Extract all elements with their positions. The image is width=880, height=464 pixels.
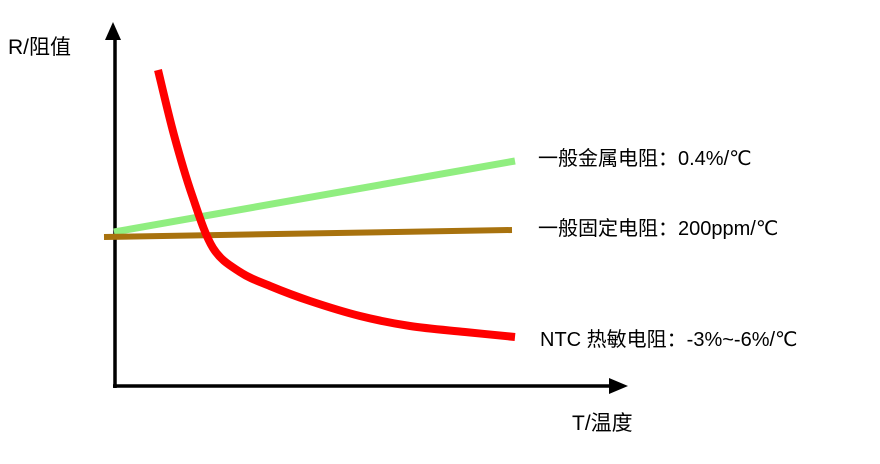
annotation-ntc-thermistor: NTC 热敏电阻：-3%~-6%/℃ (540, 329, 798, 351)
series-line-fixed-resistor (103, 227, 513, 240)
x-axis-title: T/温度 (572, 412, 633, 435)
series-line-ntc-thermistor (154, 69, 516, 341)
x-axis-arrow-icon (609, 378, 628, 394)
y-axis-arrow-icon (105, 22, 121, 40)
y-axis-title: R/阻值 (8, 36, 71, 59)
annotation-fixed-resistor: 一般固定电阻：200ppm/℃ (538, 218, 779, 240)
annotation-metal-resistor: 一般金属电阻：0.4%/℃ (538, 148, 752, 170)
series-group (103, 69, 516, 341)
series-line-metal-resistor (113, 157, 516, 236)
